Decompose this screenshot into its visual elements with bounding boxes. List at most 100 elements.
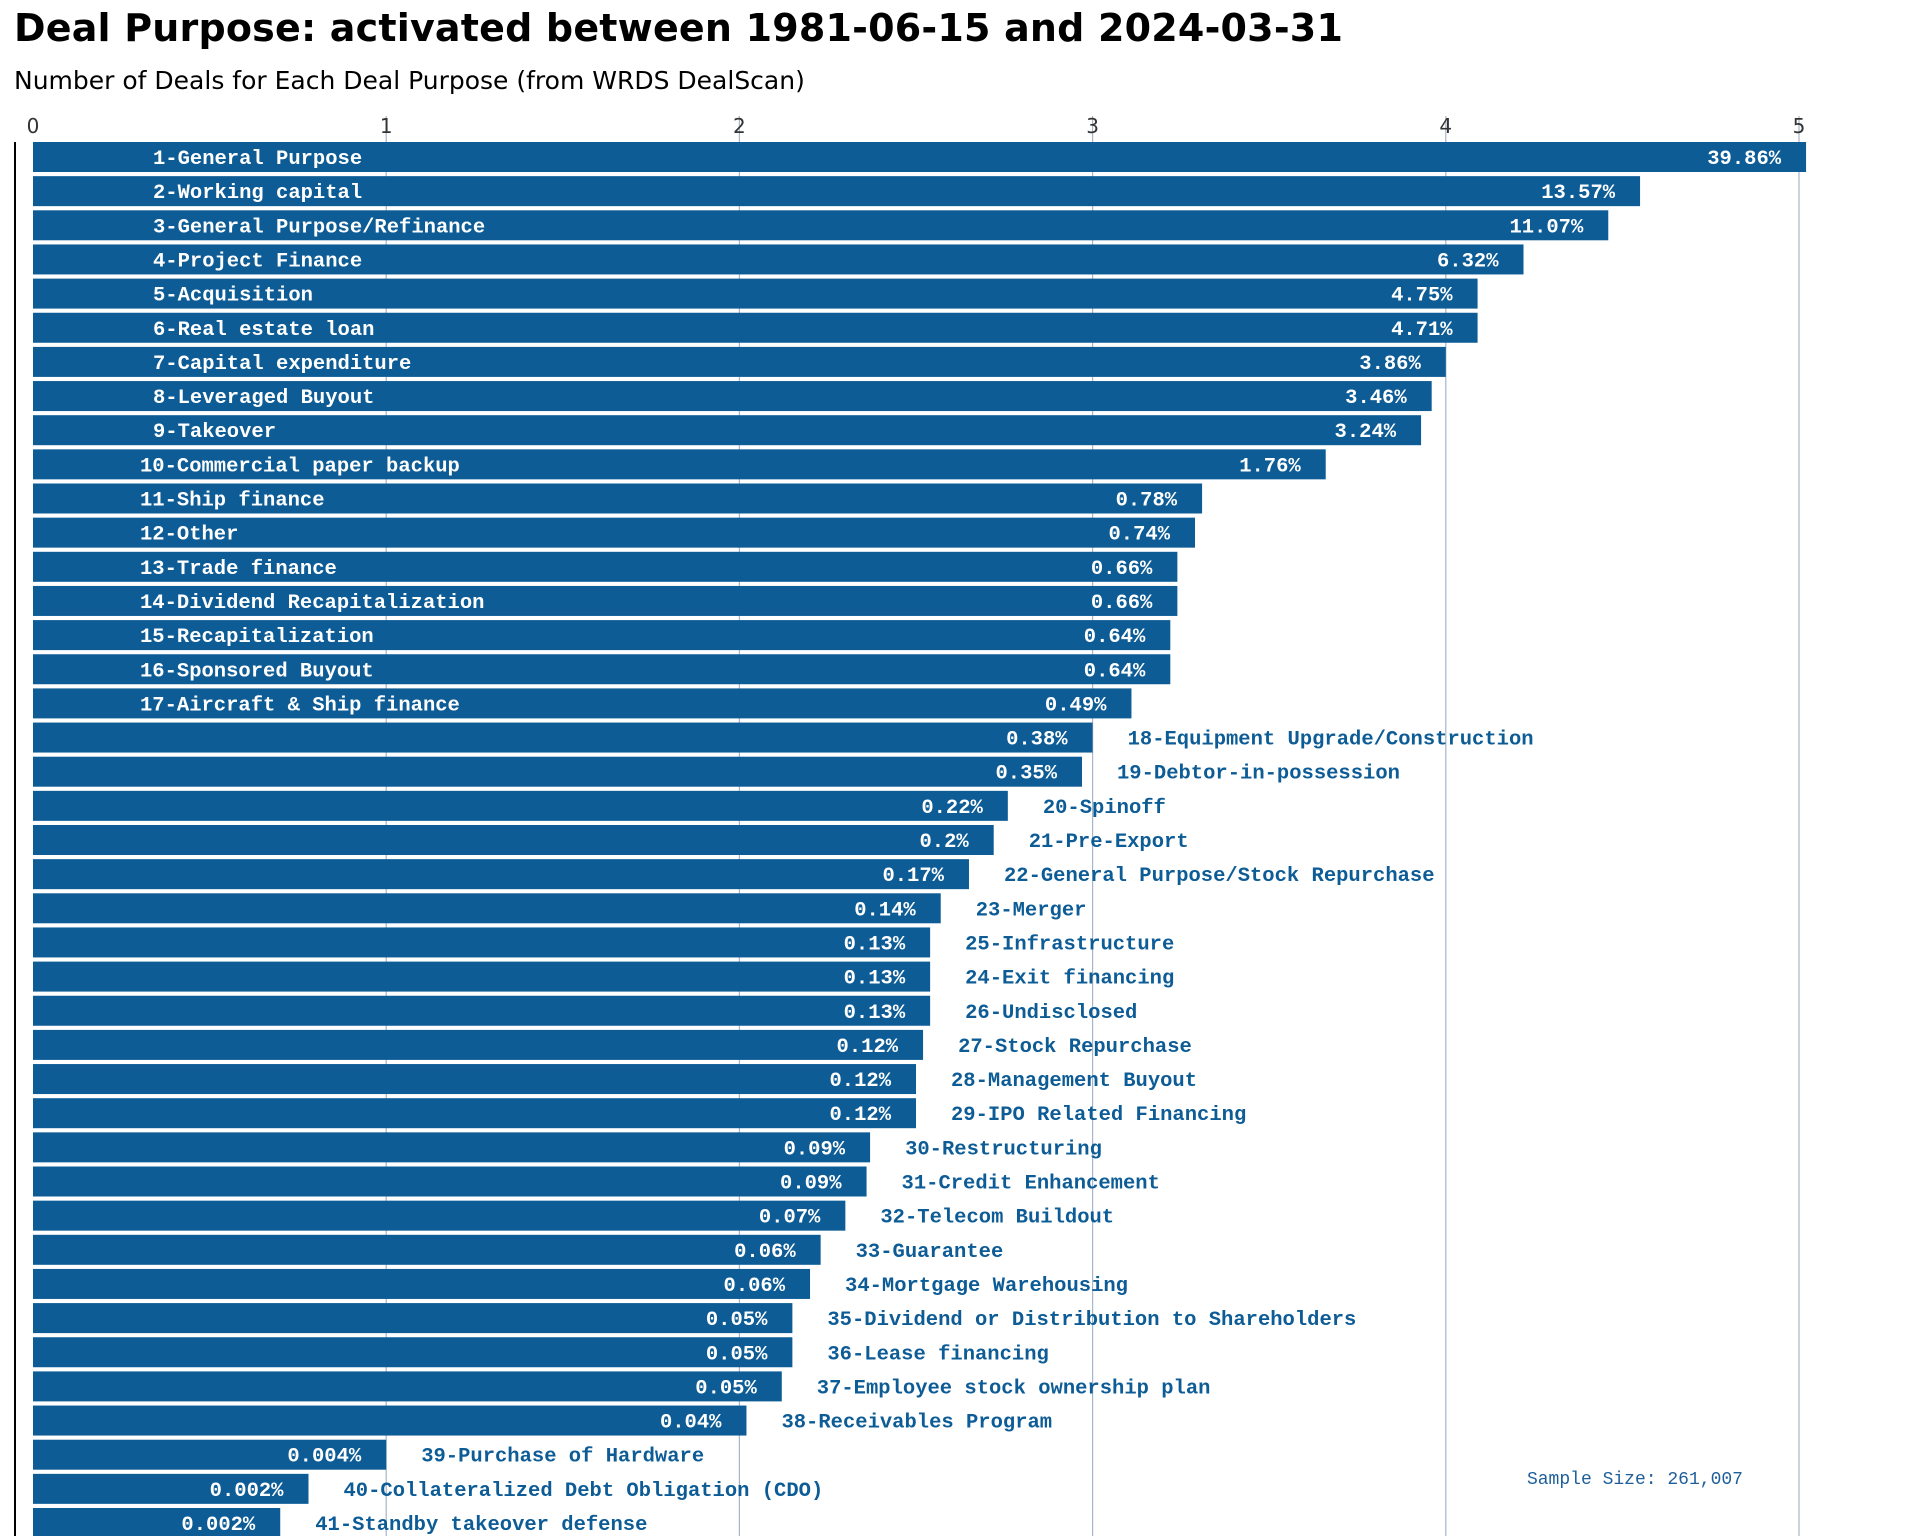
bar-category-label: 23-Merger bbox=[976, 899, 1087, 922]
bar-category-label: 33-Guarantee bbox=[856, 1241, 1004, 1264]
bar[interactable] bbox=[33, 176, 1641, 207]
bar[interactable] bbox=[33, 825, 994, 855]
bar[interactable] bbox=[33, 1508, 281, 1536]
bar[interactable] bbox=[33, 620, 1171, 651]
bar[interactable] bbox=[33, 551, 1178, 582]
bar-category-label: 24-Exit financing bbox=[965, 968, 1174, 991]
bar[interactable] bbox=[33, 415, 1422, 446]
bar[interactable] bbox=[33, 312, 1478, 343]
bar-value-label: 0.12% bbox=[829, 1104, 891, 1127]
bar-category-label: 12-Other bbox=[140, 524, 238, 547]
bar-category-label: 7-Capital expenditure bbox=[153, 353, 411, 376]
bar-category-label: 2-Working capital bbox=[153, 182, 362, 205]
bar-category-label: 6-Real estate loan bbox=[153, 319, 374, 342]
bar-value-label: 39.86% bbox=[1707, 148, 1782, 171]
bar[interactable] bbox=[33, 688, 1132, 719]
chart-subtitle: Number of Deals for Each Deal Purpose (f… bbox=[14, 66, 805, 95]
bar-value-label: 0.66% bbox=[1091, 558, 1153, 581]
bar-category-label: 38-Receivables Program bbox=[781, 1412, 1052, 1435]
bar-value-label: 0.12% bbox=[829, 1070, 891, 1093]
bar[interactable] bbox=[33, 1029, 924, 1060]
bar-category-label: 10-Commercial paper backup bbox=[140, 455, 460, 478]
bar-value-label: 4.75% bbox=[1391, 285, 1453, 308]
bar[interactable] bbox=[33, 210, 1609, 241]
bar-category-label: 14-Dividend Recapitalization bbox=[140, 592, 484, 615]
bar-value-label: 0.05% bbox=[706, 1309, 768, 1332]
bar[interactable] bbox=[33, 1337, 793, 1368]
bar-value-label: 4.71% bbox=[1391, 319, 1453, 342]
bar-category-label: 11-Ship finance bbox=[140, 490, 325, 513]
bar[interactable] bbox=[33, 1234, 821, 1265]
x-tick-label: 2 bbox=[733, 114, 746, 138]
bar-category-label: 31-Credit Enhancement bbox=[902, 1173, 1160, 1196]
bar[interactable] bbox=[33, 927, 931, 958]
bar-value-label: 3.24% bbox=[1335, 421, 1397, 444]
bar-category-label: 15-Recapitalization bbox=[140, 626, 374, 649]
bar[interactable] bbox=[33, 278, 1478, 309]
bar[interactable] bbox=[33, 449, 1326, 480]
bar-category-label: 25-Infrastructure bbox=[965, 933, 1174, 956]
bar-category-label: 36-Lease financing bbox=[827, 1343, 1048, 1366]
bar-value-label: 0.38% bbox=[1006, 729, 1068, 752]
bar-value-label: 0.05% bbox=[706, 1343, 768, 1366]
bar[interactable] bbox=[33, 142, 1807, 172]
bar-value-label: 0.78% bbox=[1116, 490, 1178, 513]
bar-category-label: 37-Employee stock ownership plan bbox=[817, 1377, 1211, 1400]
bar[interactable] bbox=[33, 722, 1093, 753]
bar-category-label: 1-General Purpose bbox=[153, 148, 362, 171]
bar-category-label: 20-Spinoff bbox=[1043, 797, 1166, 820]
bar-value-label: 0.06% bbox=[724, 1275, 786, 1298]
bar[interactable] bbox=[33, 756, 1083, 787]
bar-category-label: 22-General Purpose/Stock Repurchase bbox=[1004, 865, 1435, 888]
bar[interactable] bbox=[33, 995, 931, 1026]
bar[interactable] bbox=[33, 893, 941, 924]
bar[interactable] bbox=[33, 961, 931, 992]
bar[interactable] bbox=[33, 1166, 867, 1197]
bar-category-label: 21-Pre-Export bbox=[1029, 831, 1189, 854]
bar-value-label: 0.13% bbox=[844, 1002, 906, 1025]
bar-value-label: 0.06% bbox=[734, 1241, 796, 1264]
bar-category-label: 5-Acquisition bbox=[153, 285, 313, 308]
bar-value-label: 0.2% bbox=[919, 831, 969, 854]
bar-category-label: 26-Undisclosed bbox=[965, 1002, 1137, 1025]
bar[interactable] bbox=[33, 1303, 793, 1334]
bar[interactable] bbox=[33, 244, 1524, 275]
bar[interactable] bbox=[33, 1473, 309, 1504]
bar[interactable] bbox=[33, 346, 1446, 377]
bar-value-label: 0.13% bbox=[844, 933, 906, 956]
x-tick-label: 5 bbox=[1793, 114, 1806, 138]
bar-value-label: 0.05% bbox=[695, 1377, 757, 1400]
bar-category-label: 4-Project Finance bbox=[153, 250, 362, 273]
bar[interactable] bbox=[33, 381, 1432, 412]
bar[interactable] bbox=[33, 654, 1171, 685]
bar-value-label: 13.57% bbox=[1541, 182, 1616, 205]
bar-category-label: 8-Leveraged Buyout bbox=[153, 387, 374, 410]
bar-category-label: 27-Stock Repurchase bbox=[958, 1036, 1192, 1059]
bar-value-label: 3.46% bbox=[1345, 387, 1407, 410]
bar-value-label: 0.49% bbox=[1045, 694, 1107, 717]
bar-value-label: 0.12% bbox=[837, 1036, 899, 1059]
bar-category-label: 9-Takeover bbox=[153, 421, 276, 444]
bar-value-label: 0.64% bbox=[1084, 626, 1146, 649]
bar[interactable] bbox=[33, 517, 1196, 548]
bar[interactable] bbox=[33, 1132, 871, 1163]
bar[interactable] bbox=[33, 1439, 387, 1470]
bar-value-label: 0.22% bbox=[921, 797, 983, 820]
bar[interactable] bbox=[33, 1200, 846, 1231]
bar[interactable] bbox=[33, 1064, 916, 1095]
bar-category-label: 17-Aircraft & Ship finance bbox=[140, 694, 460, 717]
bar[interactable] bbox=[33, 1268, 811, 1299]
bar-category-label: 3-General Purpose/Refinance bbox=[153, 216, 485, 239]
bar-category-label: 41-Standby takeover defense bbox=[315, 1514, 647, 1536]
bar[interactable] bbox=[33, 1098, 916, 1129]
bar-value-label: 11.07% bbox=[1509, 216, 1584, 239]
bar[interactable] bbox=[33, 585, 1178, 616]
bar[interactable] bbox=[33, 1371, 782, 1402]
bar-category-label: 18-Equipment Upgrade/Construction bbox=[1128, 729, 1534, 752]
bar[interactable] bbox=[33, 483, 1203, 514]
bar[interactable] bbox=[33, 1405, 747, 1436]
bar[interactable] bbox=[33, 859, 969, 890]
bar[interactable] bbox=[33, 790, 1008, 821]
x-tick-label: 1 bbox=[380, 114, 393, 138]
bar-value-label: 0.004% bbox=[287, 1446, 362, 1469]
